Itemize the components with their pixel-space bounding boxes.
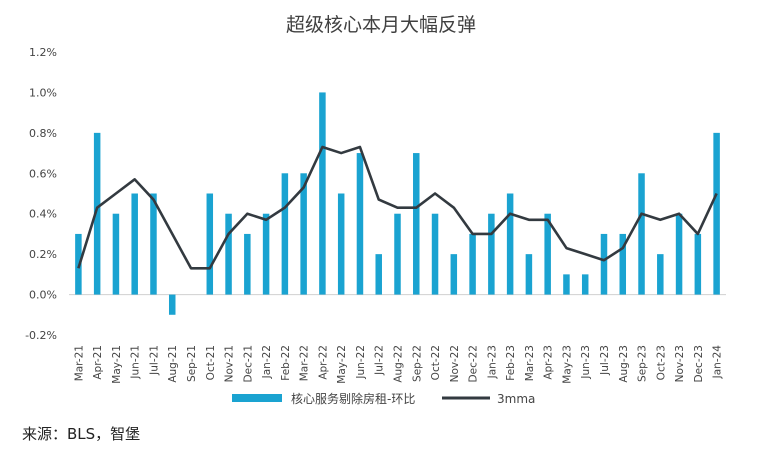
- x-tick-label: Sep-21: [186, 345, 198, 382]
- y-tick-label: 0.0%: [29, 289, 57, 302]
- x-tick-label: Mar-22: [299, 345, 311, 381]
- bar: [581, 274, 589, 295]
- bar: [450, 254, 458, 295]
- x-tick-label: Feb-23: [505, 345, 517, 381]
- y-axis: -0.2% 0.0% 0.2% 0.4% 0.6% 0.8% 1.0% 1.2%: [25, 46, 57, 342]
- bar: [675, 213, 683, 295]
- x-tick-label: Dec-21: [242, 345, 254, 382]
- x-tick-label: Aug-22: [393, 345, 405, 383]
- x-tick-label: May-22: [336, 345, 348, 384]
- x-tick-label: Nov-23: [674, 345, 686, 382]
- x-tick-label: Jul-23: [599, 345, 611, 376]
- x-tick-label: Jul-22: [374, 345, 386, 376]
- x-tick-label: Nov-21: [224, 345, 236, 382]
- legend-label-bar: 核心服务剔除房租-环比: [291, 391, 415, 406]
- x-tick-label: Apr-21: [92, 345, 104, 380]
- bar-series: [75, 92, 720, 315]
- bar: [375, 254, 382, 295]
- bar: [168, 294, 176, 315]
- bar: [619, 233, 627, 295]
- line-series-3mma: [77, 145, 718, 270]
- x-tick-label: Mar-21: [73, 345, 85, 381]
- x-tick-label: Jun-22: [355, 345, 367, 380]
- bar: [544, 213, 551, 295]
- bar: [337, 193, 345, 295]
- legend-label-line: 3mma: [497, 392, 535, 406]
- legend: 核心服务剔除房租-环比 3mma: [232, 391, 535, 406]
- x-tick-label: Oct-23: [655, 345, 667, 380]
- bar: [225, 213, 232, 295]
- bar: [281, 173, 289, 295]
- bar: [206, 193, 214, 295]
- bar: [600, 233, 608, 295]
- x-tick-label: Apr-23: [543, 345, 555, 380]
- bar: [394, 213, 401, 295]
- x-tick-label: Feb-22: [280, 345, 292, 381]
- x-tick-label: Jun-21: [130, 345, 142, 380]
- bar: [319, 92, 326, 295]
- bar: [413, 153, 420, 295]
- bar: [469, 233, 476, 295]
- x-tick-label: Aug-23: [618, 345, 630, 383]
- x-tick-label: Sep-23: [637, 345, 649, 382]
- bar: [431, 213, 439, 295]
- bar: [244, 233, 251, 295]
- x-tick-label: Jan-24: [712, 345, 724, 380]
- y-tick-label: 1.0%: [29, 86, 57, 99]
- bar: [300, 173, 307, 295]
- legend-swatch-bar: [232, 394, 282, 402]
- x-tick-label: Oct-21: [205, 345, 217, 380]
- bar: [563, 274, 570, 295]
- x-tick-label: Dec-23: [693, 345, 705, 382]
- bar: [713, 132, 720, 295]
- y-tick-label: 0.2%: [29, 248, 57, 261]
- x-tick-label: Nov-22: [449, 345, 461, 382]
- x-tick-label: Sep-22: [411, 345, 423, 382]
- bar: [262, 213, 270, 295]
- x-tick-label: May-21: [111, 345, 123, 384]
- x-tick-label: Jan-22: [261, 345, 273, 379]
- y-tick-label: 0.6%: [29, 167, 57, 180]
- x-tick-label: May-23: [561, 345, 573, 384]
- bar: [506, 193, 514, 295]
- y-tick-label: -0.2%: [25, 329, 57, 342]
- bar: [356, 153, 364, 295]
- y-tick-label: 0.8%: [29, 127, 57, 140]
- y-tick-label: 0.4%: [29, 208, 57, 221]
- bar: [93, 132, 101, 295]
- x-tick-label: Aug-21: [167, 345, 179, 383]
- chart-title: 超级核心本月大幅反弹: [285, 14, 476, 36]
- x-tick-label: Mar-23: [524, 345, 536, 381]
- x-tick-label: Oct-22: [430, 345, 442, 380]
- x-tick-label: Dec-22: [468, 345, 480, 382]
- x-axis: Mar-21 Apr-21 May-21 Jun-21 Jul-21 Aug-21 Sep-…: [73, 345, 723, 384]
- bar: [638, 173, 645, 295]
- x-tick-label: Jun-23: [580, 345, 592, 380]
- x-tick-label: Apr-22: [317, 345, 329, 380]
- bar: [525, 254, 533, 295]
- x-tick-label: Jan-23: [486, 345, 498, 379]
- bar: [694, 233, 702, 295]
- bar: [150, 193, 157, 295]
- x-tick-label: Jul-21: [148, 345, 160, 376]
- y-tick-label: 1.2%: [29, 46, 57, 59]
- bar: [657, 254, 664, 295]
- bar: [488, 213, 495, 295]
- bar: [131, 193, 138, 295]
- source-note: 来源：BLS，智堡: [22, 425, 141, 443]
- bar: [112, 213, 120, 295]
